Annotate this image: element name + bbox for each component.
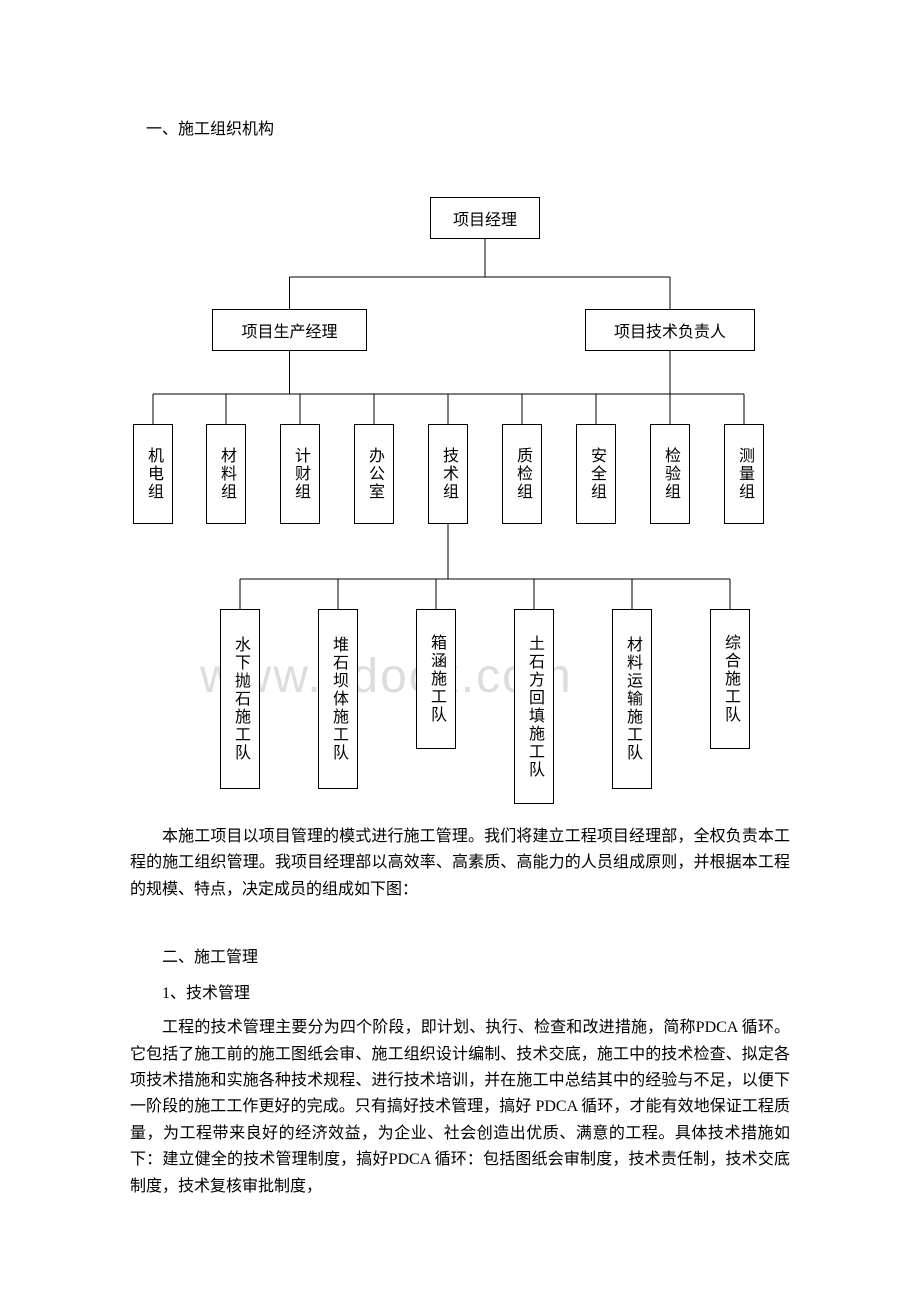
body-paragraph-2: 工程的技术管理主要分为四个阶段，即计划、执行、检查和改进措施，简称PDCA 循环… — [130, 1015, 790, 1200]
org-node-label: 项目技术负责人 — [614, 318, 726, 342]
org-node-dept_3: 计财组 — [280, 424, 320, 524]
org-node-root: 项目经理 — [430, 197, 540, 239]
org-node-label: 计财组 — [288, 447, 312, 501]
org-node-label: 检验组 — [658, 447, 682, 501]
org-node-dept_8: 检验组 — [650, 424, 690, 524]
org-node-mgr_right: 项目技术负责人 — [585, 309, 755, 351]
section-1-heading: 一、施工组织机构 — [130, 115, 790, 139]
org-node-label: 质检组 — [510, 447, 534, 501]
org-node-mgr_left: 项目生产经理 — [212, 309, 367, 351]
org-node-label: 项目生产经理 — [241, 318, 337, 342]
org-node-team_6: 综合施工队 — [710, 609, 750, 749]
org-node-label: 办公室 — [362, 447, 386, 501]
org-node-team_4: 土石方回填施工队 — [514, 609, 554, 804]
subsection-heading: 1、技术管理 — [130, 979, 790, 1003]
org-node-label: 水下抛石施工队 — [228, 636, 252, 762]
org-node-dept_6: 质检组 — [502, 424, 542, 524]
intro-paragraph: 本施工项目以项目管理的模式进行施工管理。我们将建立工程项目经理部，全权负责本工程… — [130, 824, 790, 903]
org-node-dept_9: 测量组 — [724, 424, 764, 524]
org-node-label: 材料组 — [214, 447, 238, 501]
org-node-label: 箱涵施工队 — [424, 634, 448, 724]
org-node-dept_7: 安全组 — [576, 424, 616, 524]
org-node-label: 项目经理 — [453, 206, 517, 230]
org-node-label: 土石方回填施工队 — [522, 635, 546, 779]
org-node-team_1: 水下抛石施工队 — [220, 609, 260, 789]
org-node-team_5: 材料运输施工队 — [612, 609, 652, 789]
org-node-dept_5: 技术组 — [428, 424, 468, 524]
org-node-dept_2: 材料组 — [206, 424, 246, 524]
org-node-label: 综合施工队 — [718, 634, 742, 724]
org-node-team_3: 箱涵施工队 — [416, 609, 456, 749]
org-node-dept_4: 办公室 — [354, 424, 394, 524]
org-node-label: 材料运输施工队 — [620, 636, 644, 762]
org-node-label: 机电组 — [141, 447, 165, 501]
section-2-heading: 二、施工管理 — [130, 943, 790, 967]
org-node-team_2: 堆石坝体施工队 — [318, 609, 358, 789]
org-chart-diagram: www.bdocx.com 项目经理项目生产经理项目技术负责人机电组材料组计财组… — [130, 169, 790, 809]
org-node-dept_1: 机电组 — [133, 424, 173, 524]
org-node-label: 安全组 — [584, 447, 608, 501]
org-node-label: 测量组 — [732, 447, 756, 501]
org-node-label: 技术组 — [436, 447, 460, 501]
org-node-label: 堆石坝体施工队 — [326, 636, 350, 762]
